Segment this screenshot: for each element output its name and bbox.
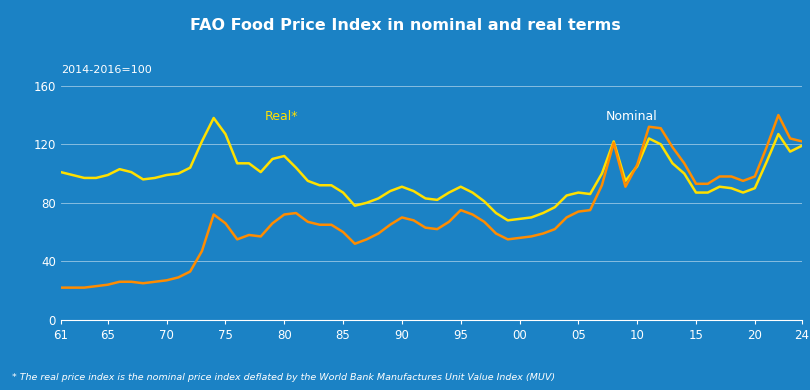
Text: Real*: Real*	[265, 110, 298, 123]
Text: * The real price index is the nominal price index deflated by the World Bank Man: * The real price index is the nominal pr…	[12, 373, 556, 382]
Text: Nominal: Nominal	[606, 110, 657, 123]
Text: FAO Food Price Index in nominal and real terms: FAO Food Price Index in nominal and real…	[190, 18, 620, 33]
Text: 2014-2016=100: 2014-2016=100	[61, 65, 151, 75]
